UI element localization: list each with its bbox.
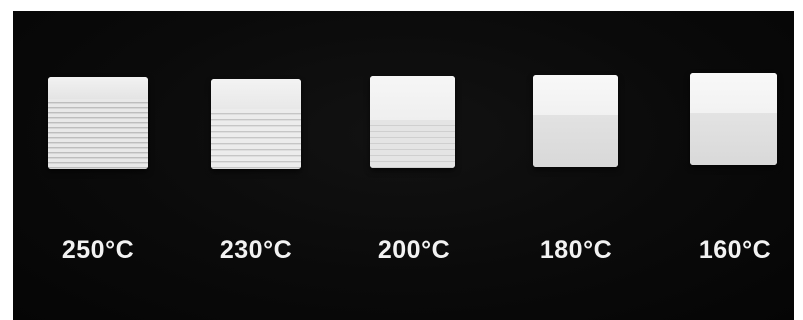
temperature-label-250: 250°C [61,236,135,264]
test-cube-180 [533,75,618,167]
test-cube-250 [48,77,148,169]
temperature-label-200: 200°C [377,236,451,264]
cube-front-face [48,99,148,169]
cube-front-face [370,120,455,168]
cube-top-face [370,76,455,120]
cube-front-face [211,109,301,169]
cube-front-face [690,113,777,165]
cube-top-face [48,77,148,99]
temperature-label-230: 230°C [219,236,293,264]
temperature-label-180: 180°C [539,236,613,264]
test-cube-230 [211,79,301,169]
cube-top-face [690,73,777,113]
test-cube-200 [370,76,455,168]
test-cube-160 [690,73,777,165]
cube-front-face [533,115,618,167]
temperature-label-160: 160°C [698,236,772,264]
cube-top-face [533,75,618,115]
cube-top-face [211,79,301,109]
